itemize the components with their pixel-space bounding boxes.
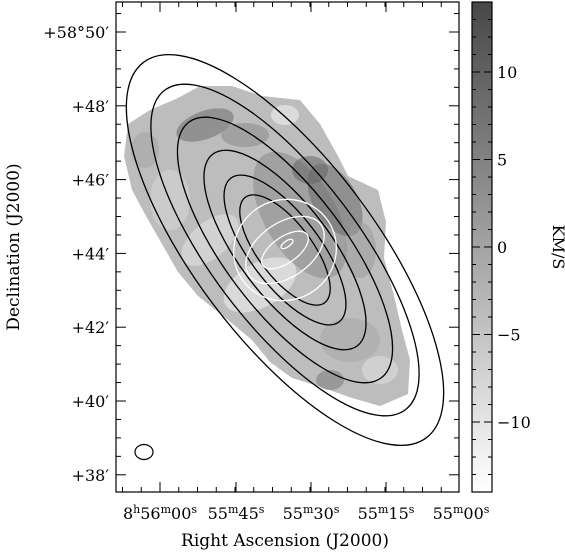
contour-outer <box>125 54 445 446</box>
ra-axis: 8h56m00s 55m45s 55m30s 55m15s 55m00s <box>122 2 490 524</box>
velocity-patch <box>316 370 344 390</box>
dec-tick-label: +44′ <box>72 244 110 263</box>
contour-inner <box>280 238 294 250</box>
velocity-patch <box>131 132 159 168</box>
ra-tick-label: 55m00s <box>433 503 490 524</box>
velocity-patch <box>320 318 380 362</box>
contour-outer <box>223 174 347 326</box>
velocity-patch <box>362 356 398 384</box>
dec-tick-label: +40′ <box>72 392 110 411</box>
x-axis-label: Right Ascension (J2000) <box>181 531 389 551</box>
colorbar-tick-label: −10 <box>497 413 531 432</box>
colorbar-axis: 10 5 0 −5 −10 <box>472 19 531 475</box>
ra-tick-label: 8h56m00s <box>123 503 197 524</box>
contour-inner <box>261 230 309 270</box>
velocity-patch <box>181 214 239 266</box>
dec-tick-label: +48′ <box>72 97 110 116</box>
model-contours <box>125 54 445 446</box>
beam-ellipse <box>134 443 154 461</box>
colorbar-tick-label: −5 <box>497 326 521 345</box>
velocity-patch <box>223 257 297 313</box>
velocity-field <box>124 86 410 406</box>
colorbar-label: KM/S <box>549 225 565 270</box>
dec-tick-label: +38′ <box>72 466 110 485</box>
velocity-patch <box>307 163 363 237</box>
dec-tick-label: +58°50′ <box>43 23 109 42</box>
dec-tick-label: +42′ <box>72 318 110 337</box>
velocity-patch <box>344 222 376 278</box>
colorbar-tick-label: 5 <box>497 151 507 170</box>
contour-outer <box>150 83 420 417</box>
contour-outer <box>203 149 367 351</box>
velocity-patch <box>253 151 347 279</box>
contour-inner <box>232 198 338 302</box>
ra-tick-label: 55m15s <box>358 503 415 524</box>
colorbar-tick-label: 10 <box>497 63 517 82</box>
velocity-patch <box>292 156 328 184</box>
velocity-patch <box>221 123 269 147</box>
ra-tick-label: 55m30s <box>283 503 340 524</box>
contour-outer <box>176 116 394 384</box>
ra-tick-label: 55m45s <box>208 503 265 524</box>
dec-axis: +58°50′ +48′ +46′ +44′ +42′ +40′ +38′ <box>43 13 459 485</box>
dec-tick-label: +46′ <box>72 171 110 190</box>
colorbar-tick-label: 0 <box>497 238 507 257</box>
velocity-patch <box>176 108 234 142</box>
contour-inner <box>245 215 325 285</box>
y-axis-label: Declination (J2000) <box>4 163 24 330</box>
